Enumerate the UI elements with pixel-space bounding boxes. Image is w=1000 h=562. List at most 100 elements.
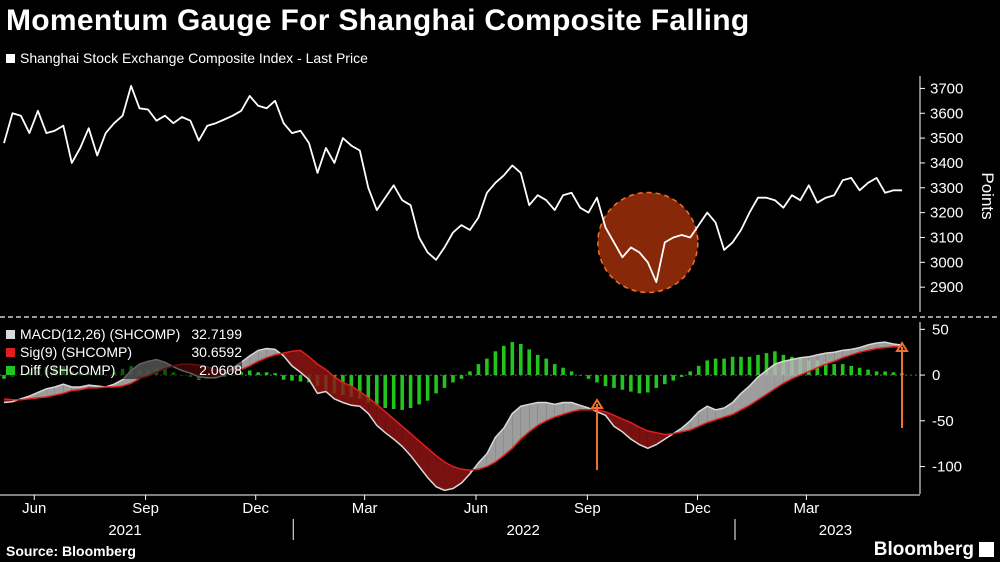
macd-band-segment	[393, 418, 403, 447]
diff-bar	[544, 358, 548, 376]
diff-bar	[696, 365, 701, 375]
macd-band-segment	[613, 415, 623, 432]
macd-band-segment	[436, 455, 445, 491]
price-y-tick-label: 3300	[930, 180, 963, 197]
diff-bar	[764, 353, 769, 376]
macd-band-segment	[46, 386, 55, 398]
x-year-label: 2021	[108, 522, 141, 539]
source-note: Source: Bloomberg	[6, 543, 136, 559]
diff-bar	[273, 373, 277, 375]
price-y-tick-label: 3400	[930, 155, 963, 172]
diff-bar	[756, 354, 760, 375]
macd-band-segment	[453, 466, 462, 489]
diff-bar	[824, 362, 828, 376]
macd-band-segment	[774, 361, 784, 389]
macd-band-segment	[656, 432, 665, 445]
diff-bar	[857, 367, 862, 375]
diff-bar	[375, 375, 379, 407]
diff-bar	[849, 365, 853, 375]
annotation-arrow-head	[895, 341, 909, 352]
x-month-label: Sep	[574, 500, 601, 517]
macd-band-segment	[554, 402, 564, 418]
macd-band-segment	[444, 461, 453, 491]
diff-bar	[874, 371, 879, 376]
x-month-label: Dec	[684, 500, 711, 517]
diff-bar	[637, 375, 642, 394]
price-legend-swatch	[6, 53, 15, 63]
diff-bar	[739, 356, 743, 376]
signal-legend-row: Sig(9) (SHCOMP) 30.6592	[6, 343, 242, 361]
diff-bar	[383, 375, 387, 408]
macd-y-tick-label: 0	[932, 367, 940, 384]
macd-band-segment	[486, 437, 496, 467]
macd-band-segment	[503, 413, 513, 456]
price-series-line	[3, 85, 902, 284]
diff-bar	[468, 371, 472, 376]
diff-bar	[722, 358, 726, 376]
diff-bar	[408, 375, 413, 408]
macd-band-segment	[537, 402, 547, 426]
macd-band-segment	[732, 393, 742, 415]
diff-bar	[535, 354, 540, 375]
diff-legend-value: 2.0608	[199, 362, 242, 378]
macd-y-tick-label: -50	[932, 413, 954, 430]
diff-bar	[578, 375, 582, 376]
x-month-label: Dec	[242, 500, 269, 517]
macd-band-segment	[427, 448, 437, 487]
macd-band-segment	[876, 342, 886, 349]
diff-bar	[612, 375, 616, 388]
macd-band-segment	[783, 359, 792, 384]
price-y-axis-title: Points	[978, 172, 997, 219]
macd-band-segment	[325, 369, 335, 399]
price-y-tick-label: 3000	[930, 254, 963, 271]
diff-bar	[629, 375, 633, 392]
macd-band-segment	[529, 402, 538, 432]
diff-bar	[417, 375, 421, 405]
x-month-label: Mar	[793, 500, 819, 517]
diff-bar	[883, 371, 887, 376]
diff-bar	[264, 372, 269, 375]
price-y-tick-label: 3500	[930, 130, 963, 147]
diff-bar	[730, 356, 735, 376]
diff-bar	[679, 375, 684, 377]
diff-legend-label: Diff (SHCOMP)	[20, 362, 116, 378]
macd-band-segment	[368, 397, 377, 426]
macd-band-segment	[376, 404, 386, 433]
diff-bar	[561, 367, 565, 375]
x-month-label: Jun	[464, 500, 488, 517]
macd-y-tick-label: 50	[932, 321, 949, 338]
diff-bar	[603, 375, 608, 387]
diff-bar	[832, 364, 836, 376]
diff-bar	[688, 371, 692, 376]
macd-band-segment	[690, 411, 699, 430]
diff-bar	[290, 375, 294, 381]
diff-bar	[2, 375, 6, 379]
macd-band-segment	[300, 350, 309, 380]
diff-bar	[552, 364, 557, 376]
diff-bar	[358, 375, 362, 399]
diff-bar	[502, 345, 506, 376]
price-y-tick-label: 2900	[930, 279, 963, 296]
macd-band-segment	[800, 356, 809, 376]
macd-legend-swatch	[6, 329, 15, 339]
diff-bar	[493, 351, 498, 376]
macd-band-segment	[842, 349, 852, 358]
x-month-label: Jun	[22, 500, 46, 517]
macd-band-segment	[410, 433, 420, 467]
diff-bar	[705, 360, 709, 375]
macd-band-segment	[283, 351, 293, 366]
diff-bar	[442, 375, 447, 388]
diff-bar	[773, 351, 777, 376]
diff-bar	[671, 375, 676, 381]
x-year-label: 2023	[819, 522, 852, 539]
diff-bar	[620, 375, 625, 390]
macd-band-segment	[817, 353, 826, 368]
diff-bar	[866, 369, 870, 376]
diff-bar	[366, 375, 371, 403]
diff-legend-swatch	[6, 365, 15, 375]
price-legend: Shanghai Stock Exchange Composite Index …	[6, 50, 368, 66]
diff-bar	[247, 370, 252, 376]
macd-band-segment	[512, 406, 521, 449]
diff-legend-row: Diff (SHCOMP) 2.0608	[6, 361, 242, 379]
